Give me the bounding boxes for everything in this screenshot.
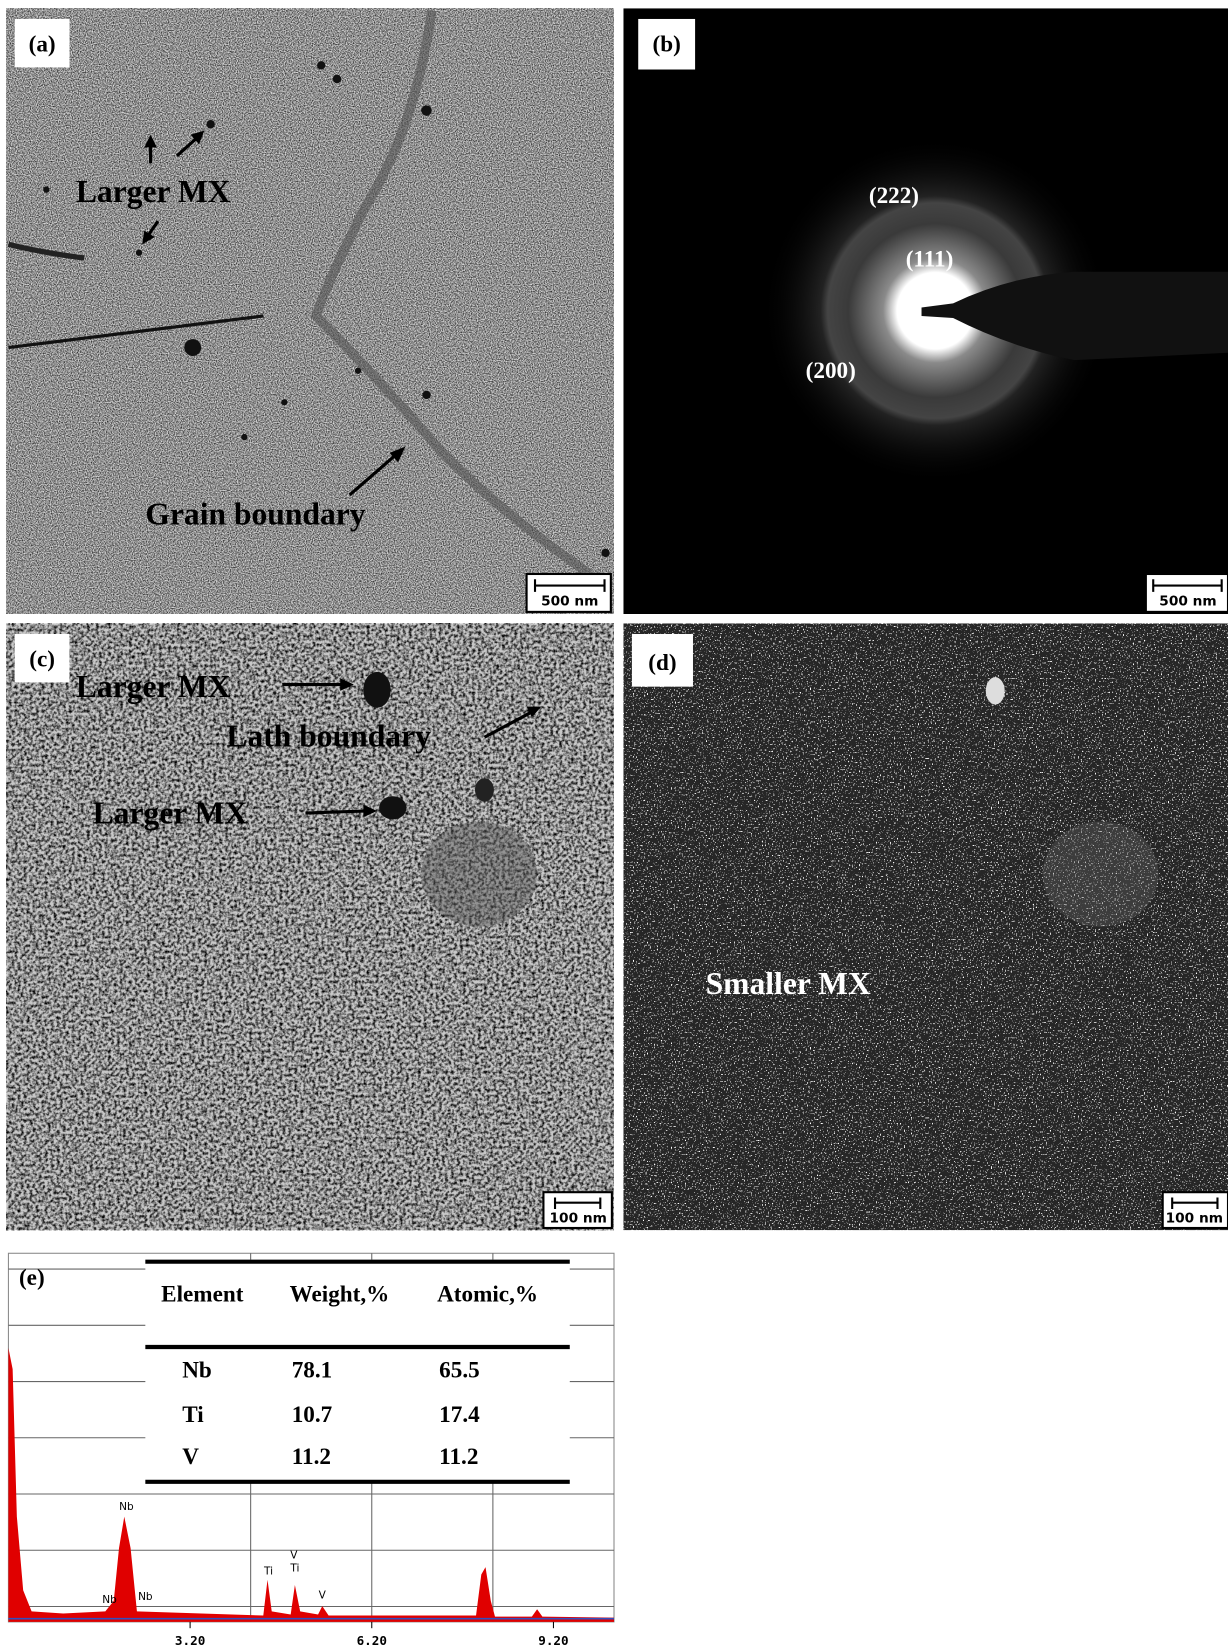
panel-d: (d) Smaller MX 100 nm (623, 623, 1228, 1230)
panel-b: (222) (111) (200) (b) 500 nm (623, 8, 1228, 614)
peak-label: V (319, 1590, 327, 1602)
table-header: Atomic,% (437, 1282, 538, 1308)
table-cell: 65.5 (439, 1358, 480, 1384)
panel-c: (c) Larger MX Lath boundary Larger MX 10… (6, 623, 614, 1230)
peak-label: Nb (102, 1594, 117, 1606)
table-cell: Nb (182, 1358, 212, 1384)
particle (363, 672, 390, 708)
x-tick-label: 9.20 (538, 1633, 568, 1648)
texture (6, 623, 614, 1230)
table-cell: 10.7 (292, 1402, 333, 1428)
glow-region (1043, 821, 1159, 926)
table-header: Element (161, 1282, 244, 1308)
panel-label: (a) (29, 32, 56, 58)
scale-bar-label: 500 nm (541, 594, 598, 610)
panel-label: (c) (29, 647, 55, 673)
panel-e: (e) Element Weight,% Atomic,% Nb 78.1 65.5 Ti 1… (8, 1253, 614, 1648)
annotation: (111) (906, 246, 954, 272)
table-cell: 17.4 (439, 1402, 480, 1428)
table-cell: Ti (182, 1402, 204, 1428)
x-axis: 3.20 6.20 9.20 (175, 1622, 569, 1648)
annotation: (222) (869, 183, 919, 209)
annotation: Larger MX (76, 174, 231, 209)
scale-bar: 100 nm (543, 1192, 611, 1228)
peak-label: Ti (263, 1565, 273, 1577)
table-cell: 78.1 (292, 1358, 333, 1384)
panel-label: (d) (648, 650, 676, 676)
particle (379, 796, 406, 819)
panel-label: (b) (653, 32, 681, 58)
scale-bar: 500 nm (527, 574, 611, 612)
table-cell: 11.2 (292, 1444, 331, 1470)
peak-label: Ti (289, 1562, 299, 1574)
annotation: Larger MX (93, 796, 248, 831)
panel-a: (a) Larger MX Grain boundary 500 nm (6, 8, 614, 614)
x-tick-label: 6.20 (357, 1633, 387, 1648)
peak-label: Nb (119, 1501, 134, 1513)
texture (623, 623, 1228, 1230)
table-cell: V (182, 1444, 199, 1470)
table-header: Weight,% (290, 1282, 390, 1308)
scale-bar-label: 100 nm (550, 1211, 607, 1227)
particle (986, 677, 1005, 704)
scale-bar-label: 500 nm (1159, 594, 1216, 610)
figure: (a) Larger MX Grain boundary 500 nm (222… (0, 0, 1228, 1652)
peak-label: Nb (138, 1591, 153, 1603)
annotation: (200) (806, 358, 856, 384)
annotation: Smaller MX (706, 966, 871, 1001)
panel-label: (e) (19, 1265, 45, 1291)
peak-label: V (290, 1550, 298, 1562)
particle (475, 778, 494, 801)
scale-bar: 100 nm (1163, 1192, 1228, 1228)
annotation: Lath boundary (226, 719, 431, 754)
table-cell: 11.2 (439, 1444, 478, 1470)
annotation: Larger MX (76, 669, 231, 704)
particle-cluster (421, 821, 537, 926)
annotation: Grain boundary (145, 496, 365, 531)
scale-bar-label: 100 nm (1166, 1211, 1223, 1227)
x-tick-label: 3.20 (175, 1633, 205, 1648)
scale-bar: 500 nm (1146, 574, 1228, 612)
